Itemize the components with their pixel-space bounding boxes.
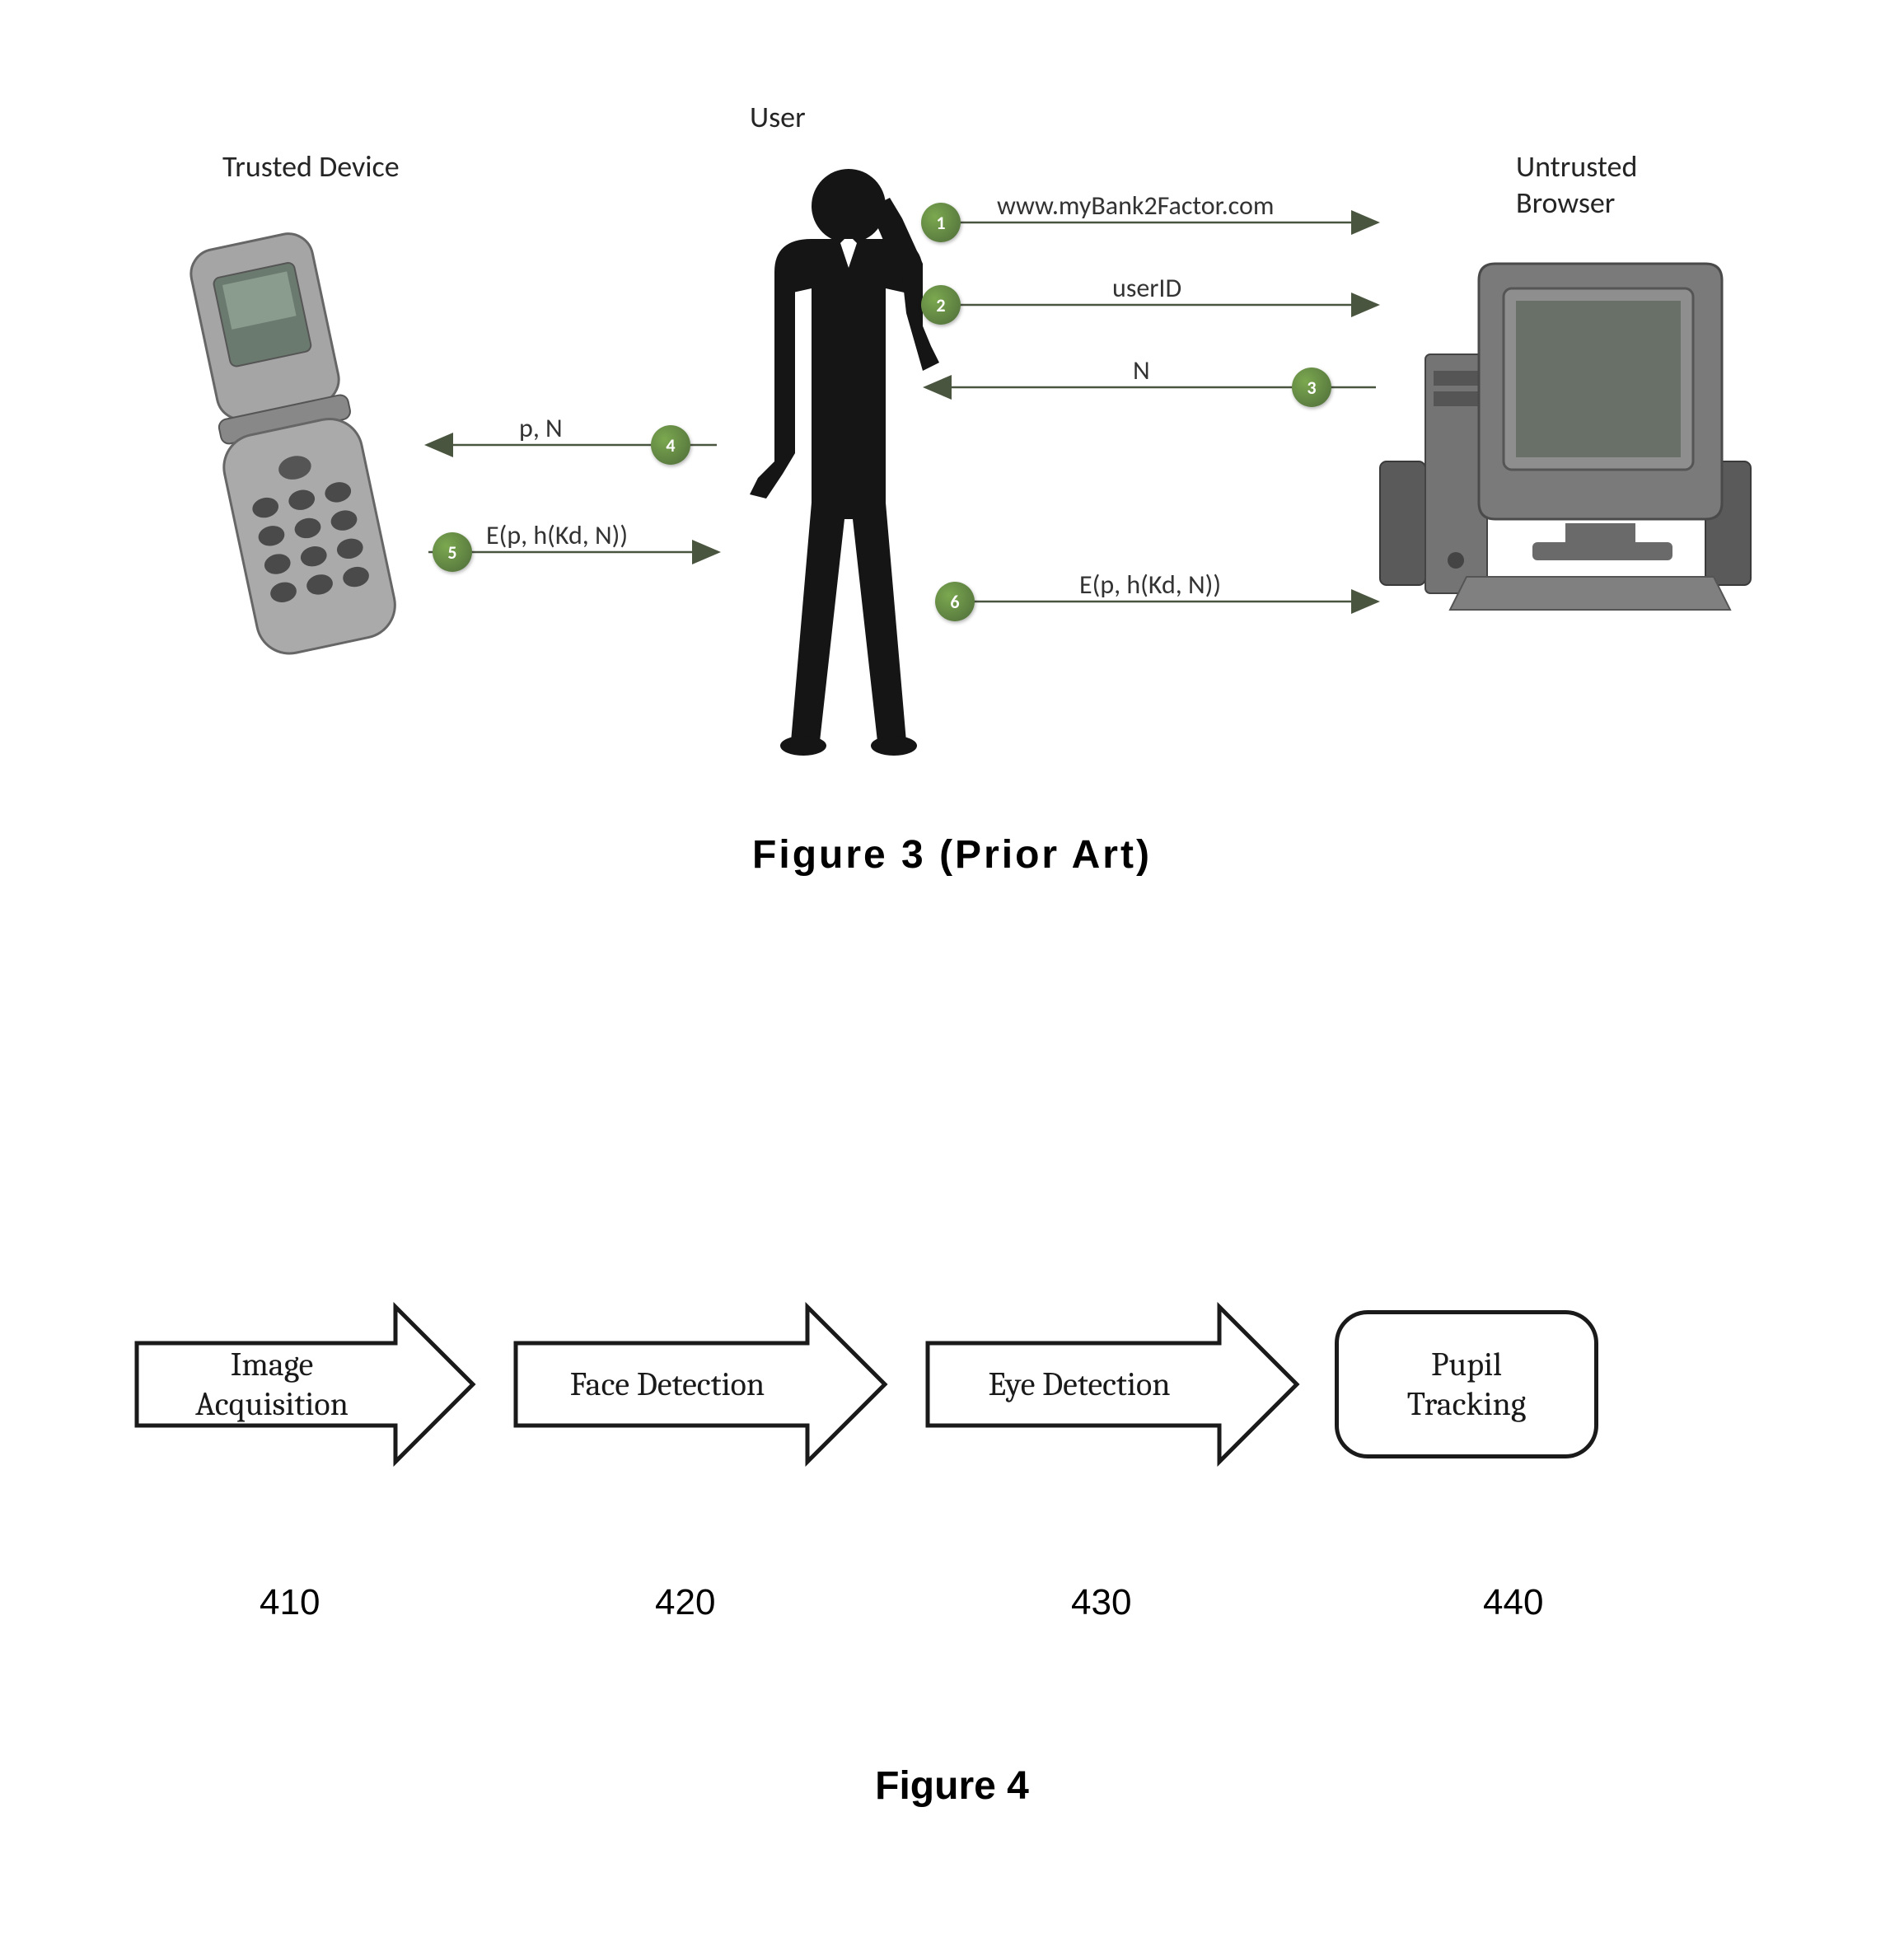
- step-circle-6: 6: [935, 582, 975, 621]
- flow-arrow-image-acquisition: Image Acquisition: [132, 1302, 478, 1467]
- figure4-container: Image Acquisition Face Detection Eye Det…: [132, 1302, 1771, 1632]
- figure4-caption: Figure 4: [0, 1763, 1904, 1809]
- figure3-container: Trusted Device User Untrusted Browser: [148, 115, 1755, 775]
- flow-arrow-face-detection: Face Detection: [511, 1302, 890, 1467]
- step-circle-1: 1: [921, 203, 961, 242]
- step-circle-4: 4: [651, 425, 690, 465]
- flow-arrow-label: Image Acquisition: [157, 1345, 387, 1424]
- flow-arrow-label: Face Detection: [536, 1365, 799, 1404]
- figure3-caption: Figure 3 (Prior Art): [0, 832, 1904, 878]
- ref-number-420: 420: [655, 1582, 715, 1623]
- flow-box-pupil-tracking: Pupil Tracking: [1335, 1310, 1598, 1458]
- step-circle-3: 3: [1292, 368, 1331, 407]
- arrow-label-1: www.myBank2Factor.com: [997, 190, 1274, 222]
- ref-number-430: 430: [1071, 1582, 1131, 1623]
- flow-row: Image Acquisition Face Detection Eye Det…: [132, 1302, 1598, 1467]
- arrow-label-4: p, N: [519, 412, 563, 444]
- ref-number-440: 440: [1483, 1582, 1543, 1623]
- flow-arrow-label: Eye Detection: [947, 1365, 1211, 1404]
- step-circle-2: 2: [921, 285, 961, 325]
- arrow-label-5: E(p, h(Kd, N)): [486, 519, 628, 551]
- step-circle-5: 5: [433, 532, 472, 572]
- ref-number-410: 410: [260, 1582, 320, 1623]
- arrow-label-6: E(p, h(Kd, N)): [1079, 569, 1221, 601]
- flow-arrow-eye-detection: Eye Detection: [923, 1302, 1302, 1467]
- arrow-label-3: N: [1133, 354, 1150, 386]
- flow-box-label: Pupil Tracking: [1407, 1345, 1526, 1424]
- arrow-label-2: userID: [1112, 272, 1181, 304]
